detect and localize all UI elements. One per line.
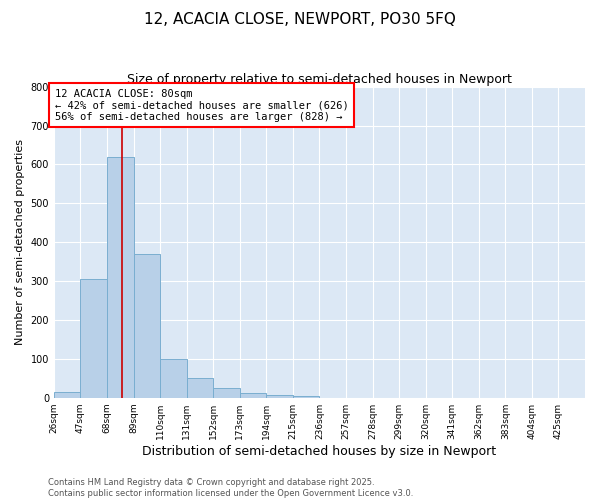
Bar: [293, 396, 319, 398]
Bar: [266, 394, 293, 398]
Text: 12, ACACIA CLOSE, NEWPORT, PO30 5FQ: 12, ACACIA CLOSE, NEWPORT, PO30 5FQ: [144, 12, 456, 28]
Text: 12 ACACIA CLOSE: 80sqm
← 42% of semi-detached houses are smaller (626)
56% of se: 12 ACACIA CLOSE: 80sqm ← 42% of semi-det…: [55, 88, 348, 122]
Y-axis label: Number of semi-detached properties: Number of semi-detached properties: [15, 139, 25, 345]
Text: Contains HM Land Registry data © Crown copyright and database right 2025.
Contai: Contains HM Land Registry data © Crown c…: [48, 478, 413, 498]
Bar: [187, 378, 213, 398]
X-axis label: Distribution of semi-detached houses by size in Newport: Distribution of semi-detached houses by …: [142, 444, 497, 458]
Bar: [240, 393, 266, 398]
Bar: [160, 359, 187, 398]
Bar: [107, 156, 134, 398]
Title: Size of property relative to semi-detached houses in Newport: Size of property relative to semi-detach…: [127, 72, 512, 86]
Bar: [80, 279, 107, 398]
Bar: [134, 254, 160, 398]
Bar: [213, 388, 240, 398]
Bar: [54, 392, 80, 398]
